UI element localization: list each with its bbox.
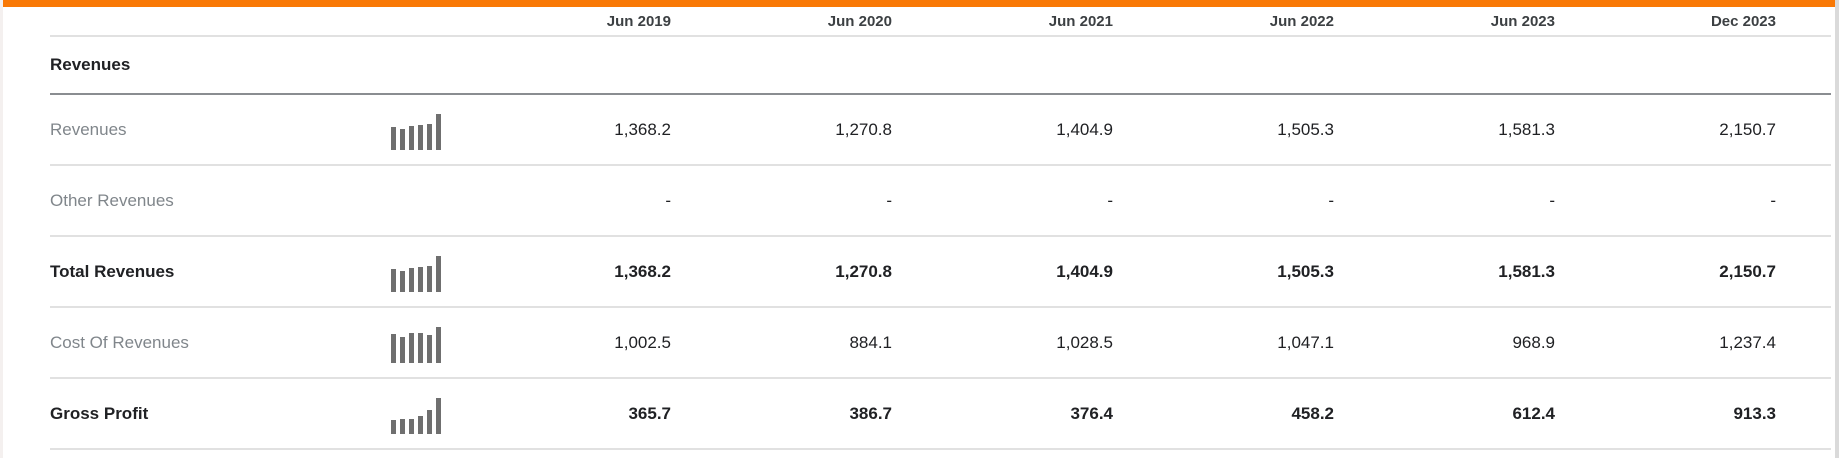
- value-cell: 968.9: [1334, 307, 1555, 379]
- sparkline-bar-chart-icon: [391, 323, 441, 363]
- sparkline-cell: [300, 378, 450, 450]
- sparkline-cell: [300, 94, 450, 166]
- sparkline-bar: [436, 397, 441, 434]
- section-row-filler: [300, 36, 1831, 95]
- period-column-header: Dec 2023: [1555, 7, 1776, 37]
- row-end-spacer: [1776, 236, 1831, 308]
- value-cell: 1,368.2: [450, 236, 671, 308]
- sparkline-bar: [391, 126, 396, 150]
- sparkline-bar: [400, 418, 405, 434]
- sparkline-bar: [436, 255, 441, 292]
- value-cell: -: [671, 165, 892, 237]
- left-edge-strip: [0, 0, 3, 458]
- sparkline-bar: [436, 326, 441, 363]
- sparkline-bar-chart-icon: [391, 110, 441, 150]
- value-cell: 386.7: [671, 378, 892, 450]
- header-spacer-sparkline: [300, 7, 450, 37]
- value-cell: 1,237.4: [1555, 307, 1776, 379]
- sparkline-bar: [400, 336, 405, 363]
- section-row-revenues: Revenues: [50, 36, 1831, 95]
- sparkline-cell: [300, 307, 450, 379]
- sparkline-bar: [409, 125, 414, 150]
- row-end-spacer: [1776, 307, 1831, 379]
- sparkline-bar: [418, 266, 423, 292]
- value-cell: 913.3: [1555, 378, 1776, 450]
- sparkline-bar: [427, 123, 432, 150]
- sparkline-bar: [418, 124, 423, 150]
- sparkline-bar-chart-icon: [391, 394, 441, 434]
- period-column-header: Jun 2019: [450, 7, 671, 37]
- value-cell: 1,404.9: [892, 94, 1113, 166]
- row-end-spacer: [1776, 378, 1831, 450]
- value-cell: 1,270.8: [671, 236, 892, 308]
- row-label: Gross Profit: [50, 378, 300, 450]
- value-cell: 1,368.2: [450, 94, 671, 166]
- sparkline-bar: [409, 332, 414, 363]
- sparkline-bar: [427, 409, 432, 434]
- table-row: Cost Of Revenues 1,002.5 884.1 1,028.5 1,047…: [50, 307, 1831, 379]
- value-cell: 1,505.3: [1113, 236, 1334, 308]
- value-cell: 1,270.8: [671, 94, 892, 166]
- value-cell: 2,150.7: [1555, 94, 1776, 166]
- sparkline-bar: [427, 265, 432, 292]
- value-cell: 365.7: [450, 378, 671, 450]
- header-spacer-label: [50, 7, 300, 37]
- value-cell: 1,002.5: [450, 307, 671, 379]
- value-cell: -: [1113, 165, 1334, 237]
- sparkline-bar: [436, 113, 441, 150]
- value-cell: 458.2: [1113, 378, 1334, 450]
- table-row: Total Revenues 1,368.2 1,270.8 1,404.9 1,505…: [50, 236, 1831, 308]
- value-cell: 612.4: [1334, 378, 1555, 450]
- sparkline-cell: [300, 165, 450, 237]
- period-column-header: Jun 2020: [671, 7, 892, 37]
- financials-table: Jun 2019 Jun 2020 Jun 2021 Jun 2022 Jun 2023…: [50, 7, 1831, 450]
- sparkline-bar: [409, 267, 414, 292]
- sparkline-bar: [418, 332, 423, 363]
- period-column-header: Jun 2023: [1334, 7, 1555, 37]
- sparkline-bar: [400, 270, 405, 292]
- sparkline-bar-chart-icon: [391, 252, 441, 292]
- sparkline-bar: [418, 415, 423, 434]
- value-cell: 1,581.3: [1334, 236, 1555, 308]
- value-cell: 1,028.5: [892, 307, 1113, 379]
- value-cell: 2,150.7: [1555, 236, 1776, 308]
- value-cell: 1,581.3: [1334, 94, 1555, 166]
- sparkline-bar: [391, 419, 396, 434]
- sparkline-bar: [391, 333, 396, 363]
- row-end-spacer: [1776, 165, 1831, 237]
- value-cell: -: [1555, 165, 1776, 237]
- row-label: Total Revenues: [50, 236, 300, 308]
- section-title: Revenues: [50, 36, 300, 95]
- period-header-row: Jun 2019 Jun 2020 Jun 2021 Jun 2022 Jun 2023…: [50, 7, 1831, 37]
- table-row: Gross Profit 365.7 386.7 376.4 458.2 612.4 913…: [50, 378, 1831, 450]
- value-cell: -: [1334, 165, 1555, 237]
- sparkline-bar: [427, 334, 432, 363]
- row-label: Other Revenues: [50, 165, 300, 237]
- value-cell: 1,505.3: [1113, 94, 1334, 166]
- value-cell: 884.1: [671, 307, 892, 379]
- row-label: Cost Of Revenues: [50, 307, 300, 379]
- value-cell: 1,047.1: [1113, 307, 1334, 379]
- sparkline-bar: [391, 268, 396, 292]
- sparkline-cell: [300, 236, 450, 308]
- row-label: Revenues: [50, 94, 300, 166]
- sparkline-bar: [409, 418, 414, 434]
- sparkline-bar: [400, 128, 405, 150]
- top-accent-bar: [0, 0, 1839, 7]
- period-column-header: Jun 2021: [892, 7, 1113, 37]
- row-end-spacer: [1776, 94, 1831, 166]
- header-spacer-end: [1776, 7, 1831, 37]
- table-row: Other Revenues - - - - - -: [50, 165, 1831, 237]
- period-column-header: Jun 2022: [1113, 7, 1334, 37]
- value-cell: 376.4: [892, 378, 1113, 450]
- right-edge-strip: [1835, 0, 1839, 458]
- table-row: Revenues 1,368.2 1,270.8 1,404.9 1,505.3 1,58…: [50, 94, 1831, 166]
- value-cell: 1,404.9: [892, 236, 1113, 308]
- value-cell: -: [450, 165, 671, 237]
- value-cell: -: [892, 165, 1113, 237]
